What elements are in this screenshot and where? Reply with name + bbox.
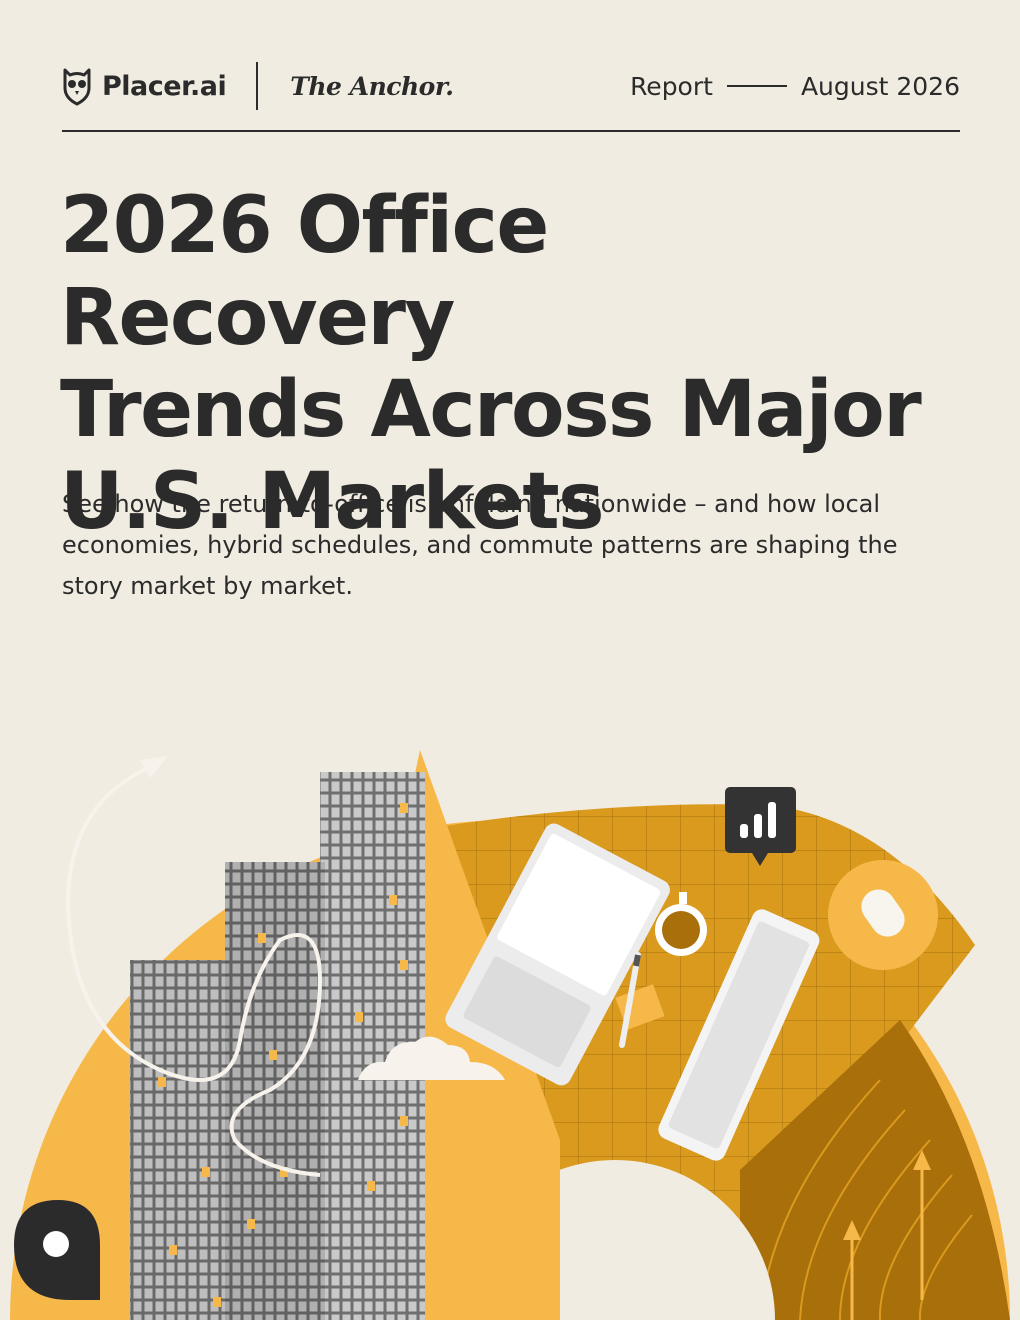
report-subtitle: See how the return-to-office is unfoldin… bbox=[62, 490, 898, 600]
report-meta: Report August 2026 bbox=[630, 72, 960, 101]
title-line: 2026 Office Recovery bbox=[60, 181, 549, 363]
pen-icon bbox=[615, 952, 665, 1048]
brand-name: Placer.ai bbox=[102, 70, 227, 102]
keyboard bbox=[658, 909, 820, 1161]
header-divider bbox=[256, 62, 259, 110]
partner-name: The Anchor. bbox=[290, 71, 454, 101]
title-line: U.S. Markets bbox=[60, 457, 605, 547]
curved-arrow-icon bbox=[65, 756, 323, 1177]
dark-arc bbox=[740, 1020, 1010, 1320]
title-line: Trends Across Major bbox=[60, 365, 922, 455]
cloud-icon bbox=[358, 1036, 505, 1080]
placer-brand: Placer.ai bbox=[62, 66, 227, 106]
report-header: Placer.ai The Anchor. Report August 2026 bbox=[62, 56, 960, 116]
report-label: Report bbox=[630, 71, 713, 101]
laptop bbox=[445, 823, 670, 1086]
office-towers bbox=[130, 772, 425, 1320]
header-rule bbox=[62, 130, 960, 132]
cover-illustration bbox=[10, 750, 1010, 1320]
coffee-cup-icon bbox=[655, 892, 707, 956]
owl-logo-icon bbox=[63, 68, 91, 106]
meta-dash bbox=[726, 85, 787, 87]
report-title: 2026 Office Recovery Trends Across Major… bbox=[60, 180, 960, 548]
bar-chart-bubble-icon bbox=[725, 787, 796, 866]
report-date: August 2026 bbox=[800, 71, 960, 101]
mouse-icon bbox=[828, 860, 938, 970]
location-pin-icon bbox=[14, 1200, 100, 1300]
